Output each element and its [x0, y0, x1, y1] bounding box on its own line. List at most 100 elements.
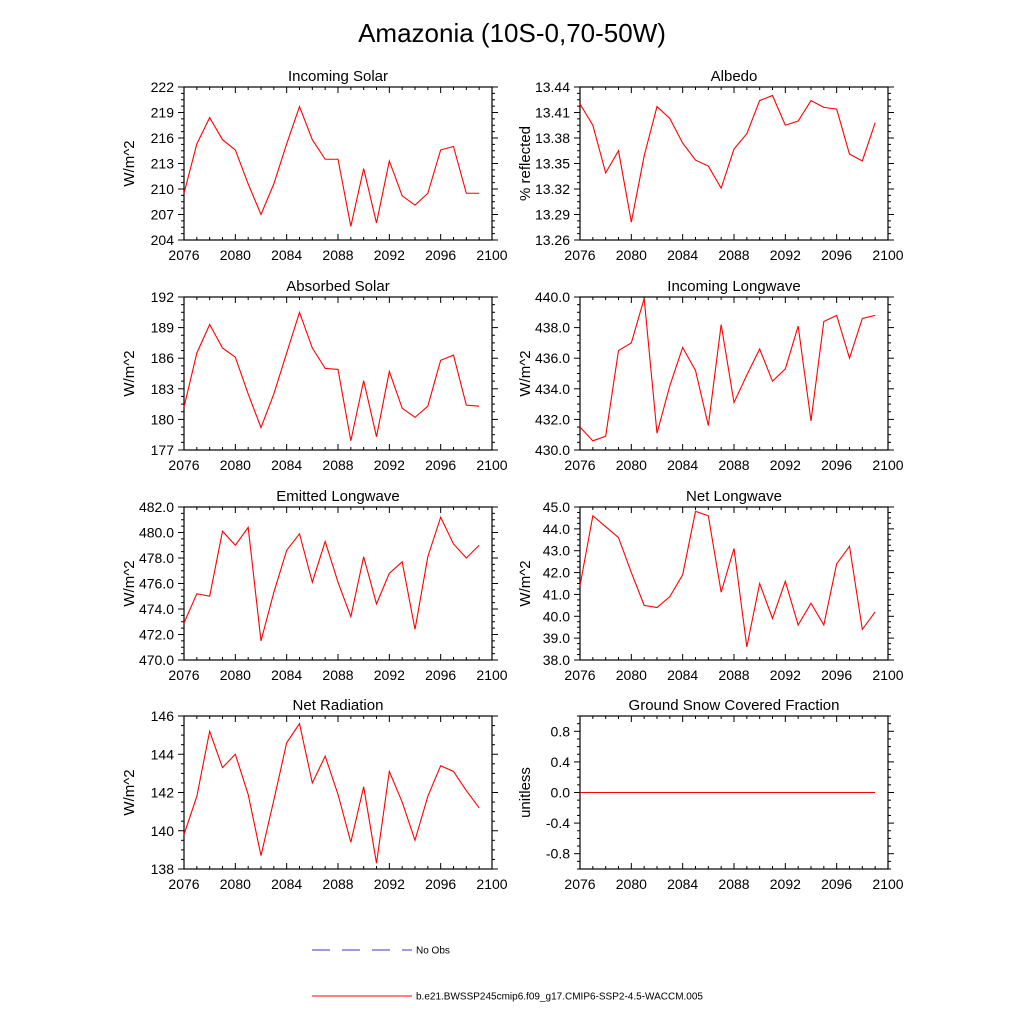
- net-radiation-xtick-label: 2088: [322, 876, 353, 892]
- emitted-longwave-xtick-label: 2100: [476, 667, 507, 683]
- ground-snow-covered-fraction-ytick-label: -0.4: [546, 815, 570, 831]
- albedo-ytick-label: 13.41: [535, 105, 570, 121]
- ground-snow-covered-fraction-xtick-label: 2084: [667, 876, 698, 892]
- ground-snow-covered-fraction-ytick-label: -0.8: [546, 846, 570, 862]
- emitted-longwave-ytick-label: 472.0: [139, 627, 174, 643]
- incoming-longwave-ytick-label: 434.0: [535, 381, 570, 397]
- net-longwave-xtick-label: 2084: [667, 667, 698, 683]
- net-radiation-xtick-label: 2100: [476, 876, 507, 892]
- incoming-longwave-xtick-label: 2100: [872, 457, 903, 473]
- emitted-longwave-ytick-label: 482.0: [139, 499, 174, 515]
- albedo-title: Albedo: [711, 68, 758, 85]
- ground-snow-covered-fraction-xtick-label: 2088: [718, 876, 749, 892]
- net-longwave-ytick-label: 38.0: [543, 652, 570, 668]
- absorbed-solar-xtick-label: 2096: [425, 457, 456, 473]
- ground-snow-covered-fraction-ytick-label: 0.8: [551, 723, 571, 739]
- legend-label-no-obs: No Obs: [416, 946, 450, 957]
- albedo-ylabel: % reflected: [517, 126, 534, 201]
- absorbed-solar-xtick-label: 2076: [168, 457, 199, 473]
- net-longwave-title: Net Longwave: [686, 488, 782, 505]
- incoming-solar-xtick-label: 2076: [168, 247, 199, 263]
- incoming-solar-series-line: [183, 104, 480, 227]
- panels: Incoming Solar W/m^2 2076 2080 2084 2088 2092 2…: [121, 68, 904, 892]
- net-longwave-xtick-label: 2100: [872, 667, 903, 683]
- net-longwave-xtick-label: 2092: [770, 667, 801, 683]
- absorbed-solar-ytick-label: 183: [151, 381, 175, 397]
- net-longwave-plot-frame: [579, 506, 889, 661]
- absorbed-solar-xtick-label: 2092: [374, 457, 405, 473]
- emitted-longwave-ylabel: W/m^2: [121, 560, 138, 606]
- net-radiation-ytick-label: 140: [151, 823, 175, 839]
- incoming-solar-ytick-label: 222: [151, 79, 175, 95]
- net-longwave-xtick-label: 2088: [718, 667, 749, 683]
- absorbed-solar-xtick-label: 2088: [322, 457, 353, 473]
- albedo-xtick-label: 2076: [564, 247, 595, 263]
- net-radiation-plot-frame: [183, 715, 493, 870]
- incoming-longwave-series-line: [579, 298, 876, 442]
- figure-title: Amazonia (10S-0,70-50W): [358, 18, 666, 48]
- incoming-solar-ytick-label: 213: [151, 156, 175, 172]
- absorbed-solar-plot-frame: [183, 296, 493, 451]
- incoming-solar-ytick-label: 216: [151, 130, 175, 146]
- net-longwave-ytick-label: 45.0: [543, 499, 570, 515]
- albedo-ytick-label: 13.44: [535, 79, 570, 95]
- incoming-longwave-xtick-label: 2092: [770, 457, 801, 473]
- incoming-longwave-ylabel: W/m^2: [517, 350, 534, 396]
- incoming-solar-xtick-label: 2100: [476, 247, 507, 263]
- net-longwave-xtick-label: 2076: [564, 667, 595, 683]
- emitted-longwave-xtick-label: 2084: [271, 667, 302, 683]
- absorbed-solar-ytick-label: 177: [151, 442, 175, 458]
- absorbed-solar-xtick-label: 2084: [271, 457, 302, 473]
- net-longwave-ytick-label: 43.0: [543, 543, 570, 559]
- emitted-longwave-xtick-label: 2092: [374, 667, 405, 683]
- emitted-longwave-ytick-label: 470.0: [139, 652, 174, 668]
- absorbed-solar-ytick-label: 180: [151, 411, 175, 427]
- incoming-longwave-ytick-label: 438.0: [535, 320, 570, 336]
- albedo-ytick-label: 13.38: [535, 130, 570, 146]
- ground-snow-covered-fraction-title: Ground Snow Covered Fraction: [629, 697, 840, 714]
- net-longwave-xtick-label: 2096: [821, 667, 852, 683]
- ground-snow-covered-fraction-xtick-label: 2092: [770, 876, 801, 892]
- albedo-xtick-label: 2088: [718, 247, 749, 263]
- absorbed-solar-title: Absorbed Solar: [286, 278, 389, 295]
- net-longwave-ytick-label: 39.0: [543, 630, 570, 646]
- net-longwave-ylabel: W/m^2: [517, 560, 534, 606]
- albedo-series-line: [579, 94, 876, 223]
- emitted-longwave-ytick-label: 480.0: [139, 525, 174, 541]
- panel-albedo: Albedo % reflected 2076 2080 2084 2088 2092 209…: [517, 68, 904, 263]
- emitted-longwave-ytick-label: 474.0: [139, 601, 174, 617]
- ground-snow-covered-fraction-xtick-label: 2080: [616, 876, 647, 892]
- emitted-longwave-series-line: [183, 515, 480, 642]
- incoming-solar-title: Incoming Solar: [288, 68, 388, 85]
- emitted-longwave-xtick-label: 2076: [168, 667, 199, 683]
- incoming-longwave-ytick-label: 432.0: [535, 411, 570, 427]
- incoming-solar-plot-frame: [183, 86, 493, 241]
- albedo-xtick-label: 2100: [872, 247, 903, 263]
- incoming-solar-ylabel: W/m^2: [121, 140, 138, 186]
- net-longwave-ytick-label: 44.0: [543, 521, 570, 537]
- panel-ground-snow-covered-fraction: Ground Snow Covered Fraction unitless 2076…: [517, 697, 904, 892]
- incoming-longwave-ytick-label: 436.0: [535, 350, 570, 366]
- albedo-xtick-label: 2084: [667, 247, 698, 263]
- albedo-xtick-label: 2080: [616, 247, 647, 263]
- ground-snow-covered-fraction-ytick-label: 0.4: [551, 754, 571, 770]
- absorbed-solar-series-line: [183, 310, 480, 441]
- incoming-longwave-ytick-label: 440.0: [535, 289, 570, 305]
- net-radiation-ytick-label: 142: [151, 785, 175, 801]
- emitted-longwave-title: Emitted Longwave: [276, 488, 399, 505]
- panel-absorbed-solar: Absorbed Solar W/m^2 2076 2080 2084 2088 2092 2…: [121, 278, 508, 473]
- incoming-solar-xtick-label: 2080: [220, 247, 251, 263]
- albedo-plot-frame: [579, 86, 889, 241]
- panel-emitted-longwave: Emitted Longwave W/m^2 2076 2080 2084 2088 209…: [121, 488, 508, 683]
- absorbed-solar-ytick-label: 186: [151, 350, 175, 366]
- emitted-longwave-xtick-label: 2080: [220, 667, 251, 683]
- absorbed-solar-ytick-label: 189: [151, 320, 175, 336]
- net-radiation-ytick-label: 144: [151, 746, 175, 762]
- incoming-solar-xtick-label: 2096: [425, 247, 456, 263]
- ground-snow-covered-fraction-ylabel: unitless: [517, 767, 534, 818]
- albedo-ytick-label: 13.26: [535, 232, 570, 248]
- albedo-ytick-label: 13.35: [535, 156, 570, 172]
- net-radiation-ylabel: W/m^2: [121, 769, 138, 815]
- panel-incoming-longwave: Incoming Longwave W/m^2 2076 2080 2084 2088 20…: [517, 278, 904, 473]
